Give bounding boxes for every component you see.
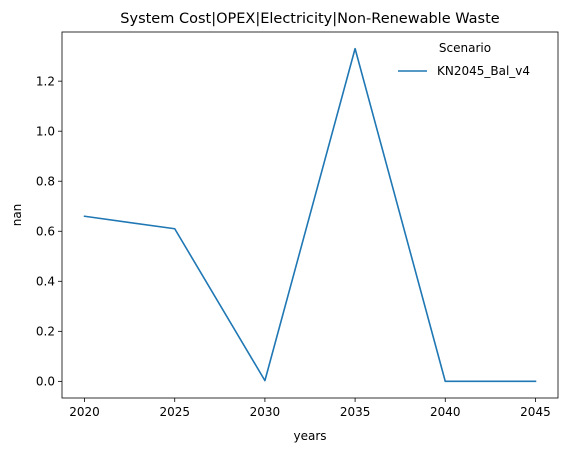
x-axis-label: years	[293, 429, 326, 443]
series-layer	[83, 47, 537, 383]
legend: Scenario KN2045_Bal_v4	[398, 41, 530, 78]
legend-title: Scenario	[439, 41, 491, 55]
x-tick-label: 2035	[340, 405, 371, 419]
y-tick-label: 0.2	[36, 325, 55, 339]
x-tick-label: 2040	[430, 405, 461, 419]
y-tick-label: 1.2	[36, 74, 55, 88]
plot-area: 2020 2025 2030 2035 2040 2045 0.0 0.2 0.4 0.6 0.8…	[36, 31, 559, 419]
plot-frame	[61, 31, 559, 399]
x-tick-label: 2045	[520, 405, 551, 419]
x-tick-label: 2025	[159, 405, 190, 419]
y-tick-label: 1.0	[36, 124, 55, 138]
x-axis: 2020 2025 2030 2035 2040 2045	[69, 398, 551, 419]
y-tick-label: 0.4	[36, 275, 55, 289]
x-tick-label: 2020	[69, 405, 100, 419]
x-tick-label: 2030	[250, 405, 281, 419]
y-tick-label: 0.8	[36, 175, 55, 189]
y-axis-label: nan	[10, 204, 24, 227]
y-tick-label: 0.6	[36, 225, 55, 239]
series-line	[83, 47, 537, 383]
y-tick-label: 0.0	[36, 375, 55, 389]
y-axis: 0.0 0.2 0.4 0.6 0.8 1.0 1.2	[36, 74, 62, 389]
legend-label: KN2045_Bal_v4	[437, 64, 530, 78]
chart-title: System Cost|OPEX|Electricity|Non-Renewab…	[120, 11, 499, 27]
